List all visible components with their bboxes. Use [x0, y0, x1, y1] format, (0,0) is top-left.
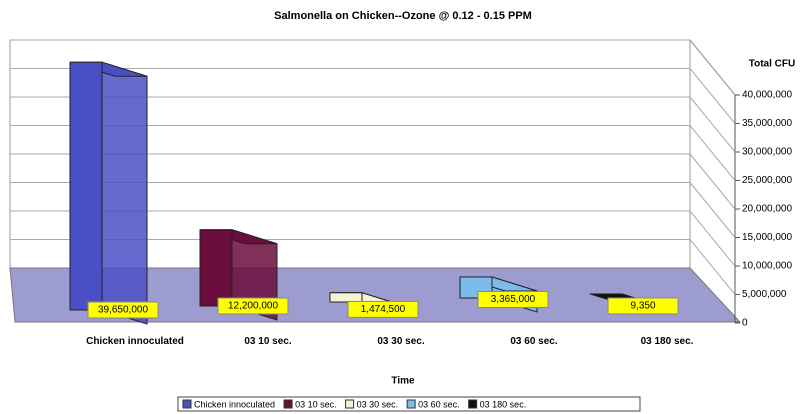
grid-line [689, 68, 736, 124]
x-axis-label: Time [391, 376, 415, 387]
value-label: 3,365,000 [491, 294, 536, 305]
value-label-bg [87, 301, 159, 319]
grid-line [689, 39, 736, 96]
y-tick-label: 30,000,000 [742, 147, 792, 158]
value-label-bg [477, 290, 549, 308]
grid-line [689, 182, 736, 238]
value-label-bg [607, 297, 679, 315]
legend-label: 03 180 sec. [480, 399, 527, 409]
legend-label: 03 10 sec. [295, 399, 337, 409]
legend-label: Chicken innoculated [194, 399, 275, 409]
value-label-bg [347, 300, 419, 318]
legend-swatch [468, 399, 478, 409]
grid-line [689, 153, 736, 210]
bar [329, 292, 363, 303]
legend-label: 03 30 sec. [357, 399, 399, 409]
y-tick-label: 25,000,000 [742, 175, 792, 186]
y-tick-label: 35,000,000 [742, 118, 792, 129]
legend-swatch [182, 399, 192, 409]
legend-swatch [345, 399, 355, 409]
x-tick-label: 03 60 sec. [510, 336, 558, 347]
y-tick-label: 5,000,000 [742, 289, 787, 300]
chart-title: Salmonella on Chicken--Ozone @ 0.12 - 0.… [274, 10, 532, 22]
value-label: 1,474,500 [361, 304, 406, 315]
x-tick-label: 03 30 sec. [377, 336, 425, 347]
grid-line [689, 210, 736, 267]
value-label-bg [217, 297, 289, 315]
bar [199, 229, 233, 307]
floor [9, 267, 742, 323]
y-axis-label: Total CFU [749, 59, 795, 70]
value-label: 39,650,000 [98, 305, 148, 316]
x-tick-label: 03 180 sec. [640, 336, 694, 347]
y-tick-label: 10,000,000 [742, 261, 792, 272]
value-label: 9,350 [630, 301, 655, 312]
x-tick-label: Chicken innoculated [86, 336, 184, 347]
y-tick-label: 40,000,000 [742, 90, 792, 101]
grid-line [689, 96, 736, 153]
bar-side [101, 61, 148, 325]
legend-label: 03 60 sec. [418, 399, 460, 409]
value-label: 12,200,000 [228, 301, 278, 312]
x-tick-label: 03 10 sec. [244, 336, 292, 347]
legend-swatch [406, 399, 416, 409]
bar [69, 61, 103, 311]
y-tick-label: 15,000,000 [742, 232, 792, 243]
grid-line [689, 125, 736, 181]
y-tick-label: 0 [742, 318, 748, 329]
y-tick-label: 20,000,000 [742, 204, 792, 215]
grid-line [689, 239, 736, 295]
legend-swatch [283, 399, 293, 409]
